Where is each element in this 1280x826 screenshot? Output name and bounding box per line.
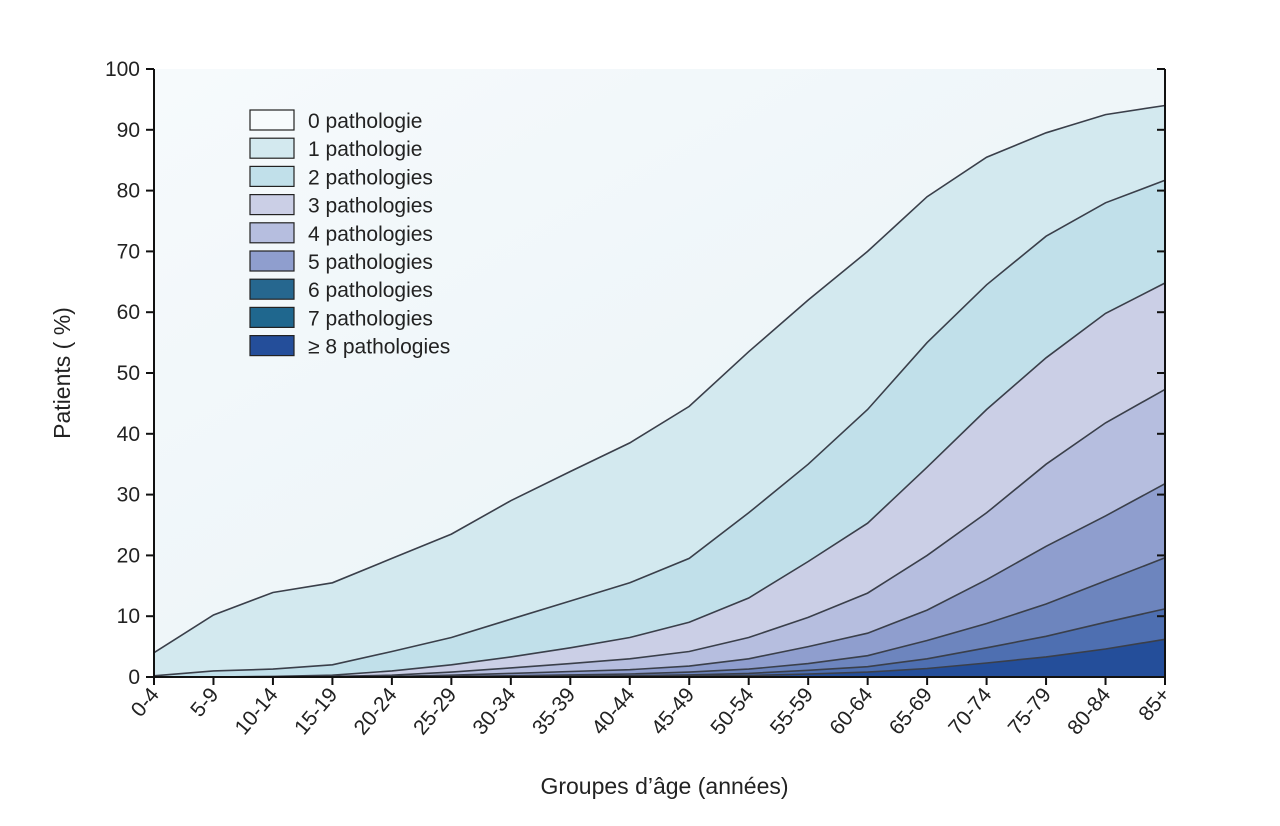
x-tick-label: 80-84 [1063,683,1115,739]
legend-label: 7 pathologies [308,307,433,330]
boundary-line-2 [153,179,1166,677]
y-tick-label: 90 [117,119,140,142]
area-layer-4 [154,389,1165,677]
x-tick-label: 15-19 [290,683,342,739]
legend-swatch [249,222,295,244]
legend-label: 2 pathologies [308,166,433,189]
x-tick-label: 40-44 [587,683,639,739]
x-tick-label: 75-79 [1004,683,1056,739]
area-layer-3 [154,283,1165,677]
legend-label: 4 pathologies [308,223,433,246]
legend-swatch [249,278,295,300]
x-tick-label: 35-39 [528,683,580,739]
x-tick-label: 55-59 [766,683,818,739]
area-layers [154,69,1165,678]
x-tick-label: 70-74 [944,683,996,739]
legend-swatch [249,165,295,187]
y-axis-title: Patients ( %) [49,307,75,439]
boundary-line-1 [153,104,1166,654]
x-tick-label: 5-9 [186,683,223,721]
x-tick-label: 20-24 [350,683,402,739]
x-axis-ticks: 0-4 5-9 10-14 15-19 20-24 25-29 30-34 35-39 40-4… [127,677,1175,739]
y-tick-label: 60 [117,301,140,324]
x-axis-title: Groupes d’âge (années) [540,773,788,799]
legend-label: 6 pathologies [308,279,433,302]
x-tick-label: 85+ [1134,683,1175,725]
legend-label: 5 pathologies [308,251,433,274]
legend-label: ≥ 8 pathologies [308,336,450,359]
y-tick-label: 100 [105,58,140,81]
legend-swatch [249,306,295,328]
legend-label: 1 pathologie [308,138,422,161]
area-layer-6 [154,557,1165,677]
legend-swatch [249,250,295,272]
area-layer-2 [154,180,1165,678]
area-layer-5 [154,483,1165,677]
x-tick-label: 25-29 [409,683,461,739]
x-tick-label: 50-54 [706,683,758,739]
legend: 0 pathologie 1 pathologie 2 pathologies 3 p… [249,109,450,359]
y-tick-label: 70 [117,240,140,263]
y-tick-label: 10 [117,605,140,628]
y-axis-ticks: 0 10 20 30 40 50 60 70 80 90 100 [105,58,1165,689]
boundary-line-3 [154,282,1166,678]
legend-swatch [249,137,295,159]
legend-swatch [249,335,295,357]
y-tick-label: 30 [117,484,140,507]
x-tick-label: 65-69 [885,683,937,739]
legend-swatch [249,109,295,131]
y-tick-label: 20 [117,544,140,567]
x-tick-label: 30-34 [469,683,521,739]
legend-swatch [249,194,295,216]
x-tick-label: 10-14 [231,683,283,739]
legend-label: 3 pathologies [308,195,433,218]
area-layer-1 [154,105,1165,676]
y-tick-label: 50 [117,362,140,385]
area-0-pathologie [154,69,1165,653]
legend-label: 0 pathologie [308,110,422,133]
area-layer-8 [154,639,1165,677]
x-tick-label: 45-49 [647,683,699,739]
x-tick-label: 60-64 [825,683,877,739]
y-tick-label: 40 [117,423,140,446]
y-tick-label: 0 [128,666,140,689]
y-tick-label: 80 [117,180,140,203]
